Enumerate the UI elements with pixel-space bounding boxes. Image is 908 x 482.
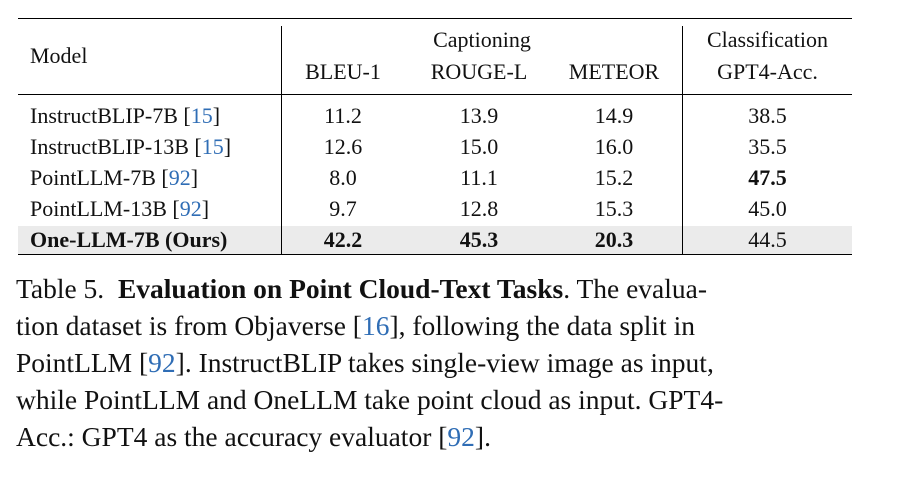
cell-gpt4-acc: 44.5 [748, 227, 787, 252]
row-model-name: PointLLM-7B [92] [30, 165, 199, 190]
cell-gpt4-acc: 45.0 [748, 196, 787, 221]
cell-meteor: 14.9 [594, 103, 634, 128]
table-header-rule [18, 94, 852, 95]
cell-rouge-l: 15.0 [459, 134, 499, 159]
header-bleu1: BLEU-1 [305, 59, 381, 84]
caption-line: PointLLM [92]. InstructBLIP takes single… [16, 347, 714, 378]
citation-link[interactable]: 16 [361, 310, 390, 341]
table-bottom-rule [18, 254, 852, 255]
cell-bleu1-best: 42.2 [323, 227, 363, 252]
row-model-name: InstructBLIP-13B [15] [30, 134, 232, 159]
cell-bleu1: 9.7 [329, 196, 357, 221]
cell-bleu1: 8.0 [329, 165, 357, 190]
header-captioning: Captioning [433, 27, 531, 52]
caption-label: Table 5. [16, 273, 105, 304]
row-model-name: PointLLM-13B [92] [30, 196, 210, 221]
cell-gpt4-acc: 35.5 [748, 134, 787, 159]
classification-column-divider [682, 26, 683, 254]
ours-row-highlight [18, 226, 852, 254]
model-column-divider [281, 26, 282, 254]
caption-line: Table 5. Evaluation on Point Cloud-Text … [16, 273, 708, 304]
cell-meteor-best: 20.3 [594, 227, 634, 252]
header-meteor: METEOR [568, 59, 660, 84]
caption-title: Evaluation on Point Cloud-Text Tasks [117, 273, 564, 304]
cell-meteor: 15.3 [594, 196, 634, 221]
citation-link[interactable]: 15 [201, 134, 224, 159]
header-model: Model [30, 43, 88, 68]
cell-rouge-l: 12.8 [459, 196, 499, 221]
caption-line: tion dataset is from Objaverse [16], fol… [16, 310, 695, 341]
cell-gpt4-acc: 38.5 [748, 103, 787, 128]
table-top-rule [18, 18, 852, 19]
citation-link[interactable]: 92 [179, 196, 202, 221]
citation-link[interactable]: 92 [168, 165, 191, 190]
citation-link[interactable]: 92 [447, 421, 475, 452]
cell-rouge-l-best: 45.3 [459, 227, 499, 252]
table-caption: Table 5. Evaluation on Point Cloud-Text … [16, 270, 856, 455]
row-model-name-ours: One-LLM-7B (Ours) [30, 227, 228, 252]
caption-line: Acc.: GPT4 as the accuracy evaluator [92… [16, 421, 491, 452]
header-gpt4-acc: GPT4-Acc. [717, 59, 818, 84]
cell-meteor: 15.2 [594, 165, 634, 190]
cell-rouge-l: 13.9 [459, 103, 499, 128]
row-model-name: InstructBLIP-7B [15] [30, 103, 221, 128]
cell-bleu1: 11.2 [324, 103, 362, 128]
cell-gpt4-acc-best: 47.5 [748, 165, 787, 190]
citation-link[interactable]: 92 [148, 347, 176, 378]
cell-bleu1: 12.6 [323, 134, 363, 159]
cell-meteor: 16.0 [594, 134, 634, 159]
caption-line: while PointLLM and OneLLM take point clo… [16, 384, 724, 415]
citation-link[interactable]: 15 [190, 103, 213, 128]
header-rouge-l: ROUGE-L [430, 59, 528, 84]
cell-rouge-l: 11.1 [460, 165, 498, 190]
header-classification: Classification [707, 27, 828, 52]
